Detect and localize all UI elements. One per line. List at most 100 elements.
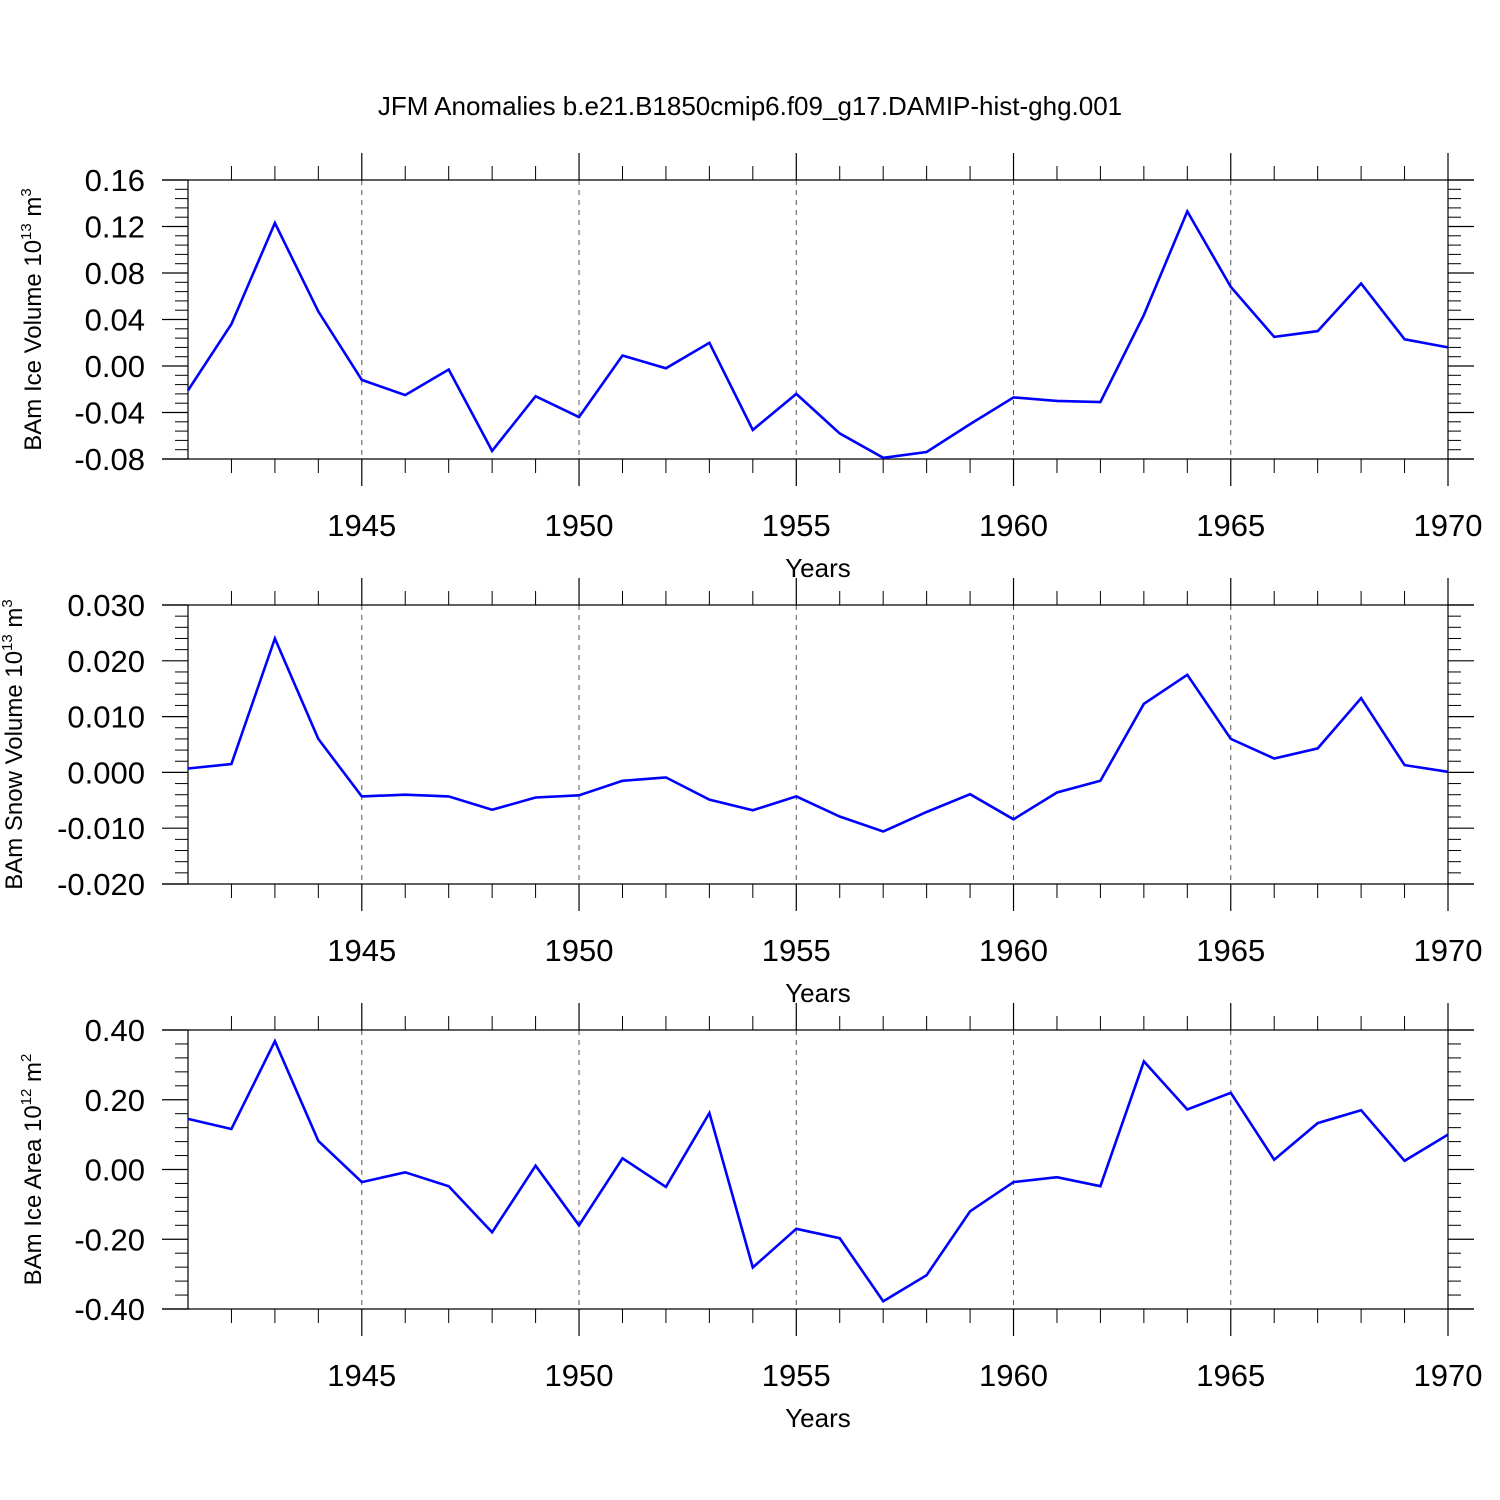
y-tick-label: 0.12 [85, 210, 145, 245]
data-point [1447, 1133, 1449, 1135]
data-point [839, 815, 841, 817]
x-tick-label: 1955 [762, 933, 831, 968]
y-tick-label: -0.010 [57, 811, 145, 846]
data-point [361, 1181, 363, 1183]
chart-panel-3: -0.40 -0.20 0.00 0.20 0.40 1945 1950 1955 1960 19… [18, 1003, 1482, 1433]
y-axis-label: BAm Snow Volume 1013 m3 [0, 599, 28, 890]
data-point [752, 1266, 754, 1268]
data-point [1273, 1159, 1275, 1161]
data-point [187, 767, 189, 769]
data-point [230, 763, 232, 765]
data-point [1056, 1176, 1058, 1178]
data-point [1447, 771, 1449, 773]
data-point [491, 450, 493, 452]
y-tick-label: 0.030 [67, 588, 145, 623]
series-line [187, 1038, 1449, 1304]
data-point [578, 416, 580, 418]
data-point [925, 451, 927, 453]
data-point [447, 368, 449, 370]
data-point [447, 1185, 449, 1187]
x-tick-label: 1965 [1196, 508, 1265, 543]
data-point [882, 830, 884, 832]
data-point [882, 457, 884, 459]
y-axis-label: BAm Ice Area 1012 m2 [18, 1054, 47, 1286]
x-tick-label: 1970 [1414, 933, 1483, 968]
data-point [1403, 764, 1405, 766]
x-tick-label: 1960 [979, 1358, 1048, 1393]
data-point [621, 1157, 623, 1159]
data-point [1099, 401, 1101, 403]
y-tick-label: 0.00 [85, 349, 145, 384]
data-point [230, 323, 232, 325]
x-tick-label: 1945 [327, 933, 396, 968]
data-point [1012, 818, 1014, 820]
data-point [752, 809, 754, 811]
data-point [534, 796, 536, 798]
data-point [665, 776, 667, 778]
y-tick-label: 0.08 [85, 256, 145, 291]
x-tick-label: 1945 [327, 508, 396, 543]
data-point [969, 793, 971, 795]
chart-panel-2: -0.020 -0.010 0.000 0.010 0.020 0.030 1945 1950… [0, 578, 1482, 1008]
data-point [1230, 738, 1232, 740]
y-tick-label: 0.000 [67, 755, 145, 790]
y-tick-label: 0.00 [85, 1153, 145, 1188]
x-tick-label: 1960 [979, 508, 1048, 543]
data-point [1360, 697, 1362, 699]
data-point [274, 222, 276, 224]
y-tick-label: 0.20 [85, 1083, 145, 1118]
data-point [361, 379, 363, 381]
data-point [1230, 286, 1232, 288]
data-point [752, 429, 754, 431]
y-tick-label: -0.40 [74, 1292, 145, 1327]
data-point [1143, 314, 1145, 316]
data-point [404, 394, 406, 396]
data-point [1012, 396, 1014, 398]
chart-panel-1: -0.08 -0.04 0.00 0.04 0.08 0.12 0.16 1945 1950 19… [18, 153, 1482, 583]
data-point [1273, 336, 1275, 338]
data-point [1143, 703, 1145, 705]
data-point [447, 795, 449, 797]
data-point [187, 1118, 189, 1120]
data-point [1316, 1122, 1318, 1124]
data-point [578, 794, 580, 796]
data-point [404, 794, 406, 796]
data-point [795, 393, 797, 395]
y-tick-label: 0.010 [67, 700, 145, 735]
y-tick-label: 0.40 [85, 1013, 145, 1048]
data-point [882, 1300, 884, 1302]
data-point [1186, 674, 1188, 676]
data-point [708, 799, 710, 801]
y-tick-label: -0.020 [57, 867, 145, 902]
x-tick-label: 1965 [1196, 933, 1265, 968]
data-point [925, 811, 927, 813]
data-point [534, 1164, 536, 1166]
figure-title: JFM Anomalies b.e21.B1850cmip6.f09_g17.D… [378, 91, 1122, 121]
data-point [795, 1228, 797, 1230]
x-tick-label: 1965 [1196, 1358, 1265, 1393]
x-tick-label: 1970 [1414, 508, 1483, 543]
data-point [621, 780, 623, 782]
data-point [1099, 1185, 1101, 1187]
data-point [1056, 400, 1058, 402]
series-line [186, 208, 1449, 460]
data-point [1056, 791, 1058, 793]
data-point [1360, 1109, 1362, 1111]
data-point [1403, 1160, 1405, 1162]
y-tick-label: -0.08 [74, 442, 145, 477]
data-point [969, 423, 971, 425]
data-point [795, 795, 797, 797]
y-tick-label: -0.04 [74, 396, 145, 431]
x-axis-label: Years [785, 1403, 851, 1433]
data-point [317, 738, 319, 740]
data-point [1099, 780, 1101, 782]
data-point [361, 795, 363, 797]
data-point [925, 1274, 927, 1276]
x-tick-label: 1950 [545, 508, 614, 543]
data-point [491, 1231, 493, 1233]
data-point [491, 809, 493, 811]
data-point [274, 1040, 276, 1042]
data-point [1012, 1181, 1014, 1183]
x-tick-label: 1950 [545, 933, 614, 968]
